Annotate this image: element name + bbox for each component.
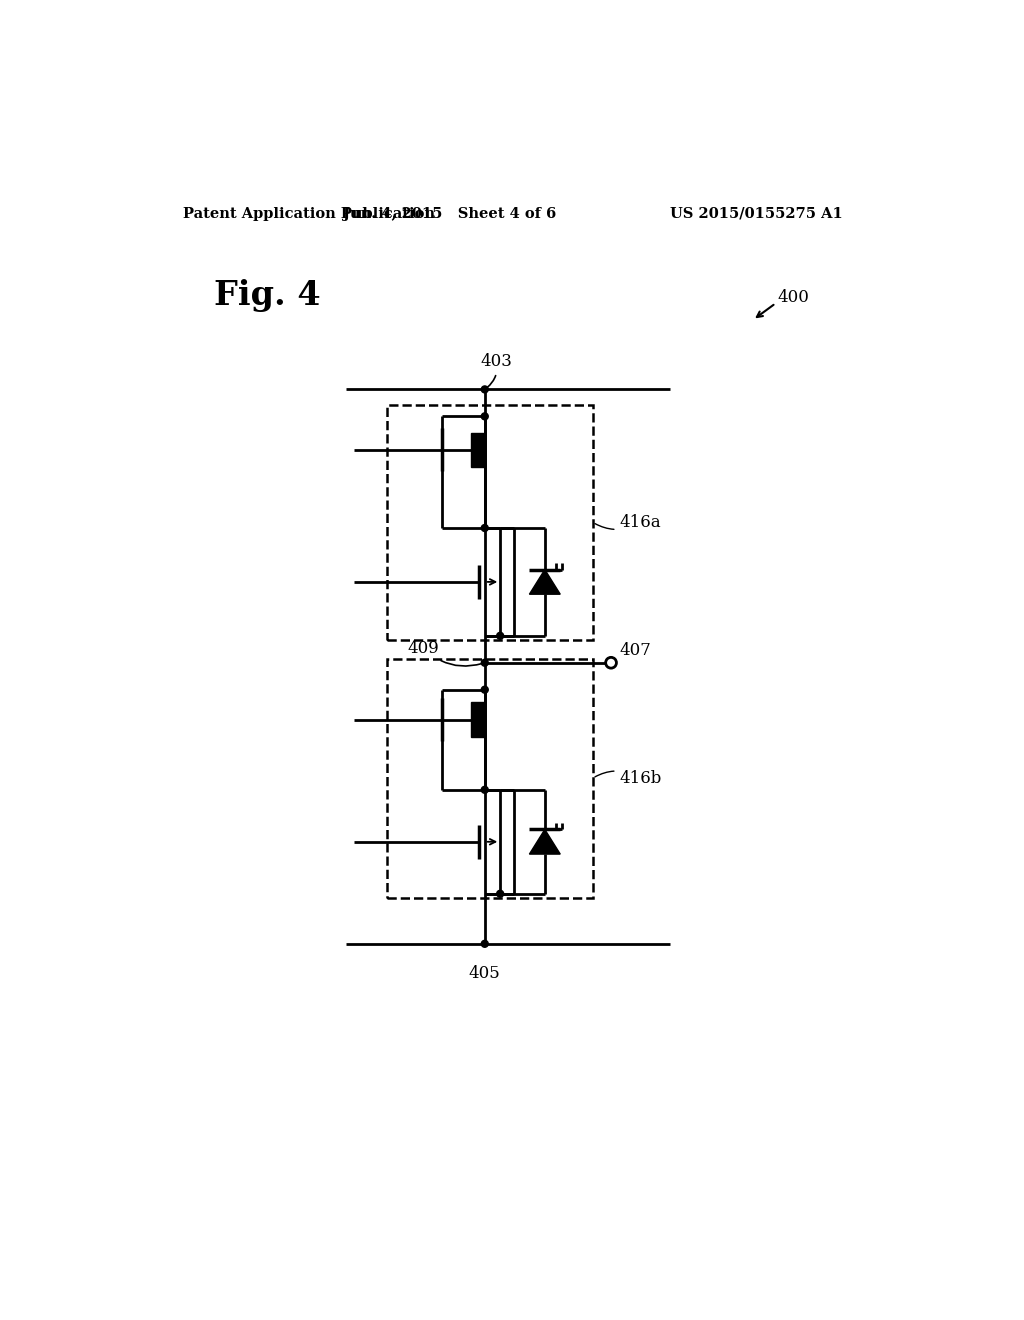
- Circle shape: [481, 659, 488, 667]
- Circle shape: [497, 632, 504, 639]
- Polygon shape: [529, 570, 560, 594]
- Polygon shape: [529, 829, 560, 854]
- Text: 416a: 416a: [595, 513, 662, 531]
- Bar: [387, 405, 593, 640]
- Circle shape: [481, 413, 488, 420]
- Text: 403: 403: [481, 354, 513, 388]
- Text: Patent Application Publication: Patent Application Publication: [183, 207, 435, 220]
- Bar: [471, 702, 484, 737]
- Circle shape: [605, 657, 616, 668]
- Circle shape: [481, 524, 488, 532]
- Text: 407: 407: [620, 642, 651, 659]
- Circle shape: [481, 787, 488, 793]
- Bar: [387, 659, 593, 898]
- Text: 416b: 416b: [595, 770, 662, 787]
- Circle shape: [497, 890, 504, 898]
- Text: Fig. 4: Fig. 4: [214, 279, 321, 312]
- Circle shape: [481, 686, 488, 693]
- Text: Jun. 4, 2015   Sheet 4 of 6: Jun. 4, 2015 Sheet 4 of 6: [343, 207, 557, 220]
- Circle shape: [481, 940, 488, 948]
- Text: 405: 405: [469, 965, 501, 982]
- Text: US 2015/0155275 A1: US 2015/0155275 A1: [670, 207, 843, 220]
- Text: 409: 409: [408, 640, 482, 667]
- Bar: [471, 433, 484, 467]
- Text: 400: 400: [777, 289, 809, 305]
- Circle shape: [481, 385, 488, 393]
